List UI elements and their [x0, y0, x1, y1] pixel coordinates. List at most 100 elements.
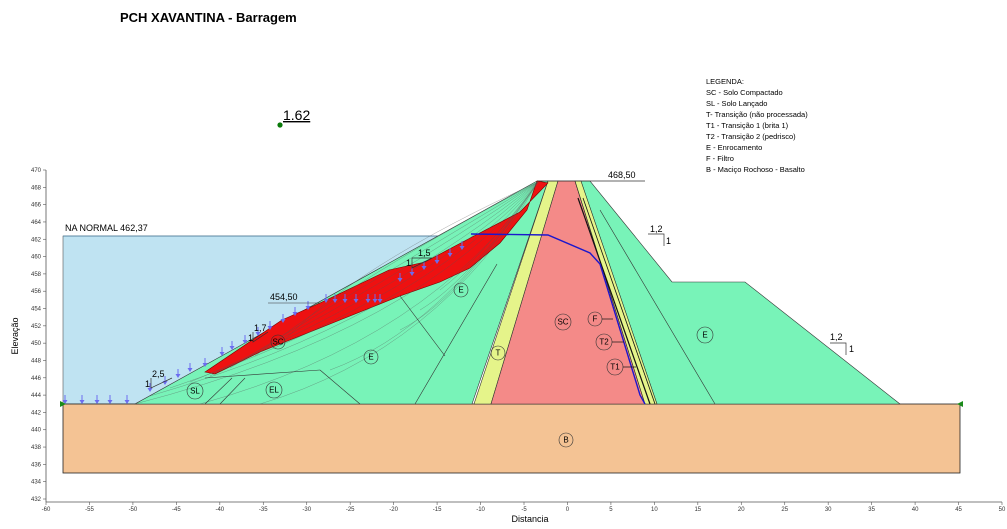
svg-text:E: E [368, 353, 373, 362]
y-tick-label: 456 [31, 289, 42, 295]
x-tick-label: -15 [433, 507, 442, 513]
y-tick-label: 470 [31, 168, 42, 174]
y-tick-label: 462 [31, 237, 42, 243]
zone-marker-e-downstream: E [696, 326, 714, 344]
x-tick-label: 10 [651, 507, 658, 513]
upstream-internal-boundaries [204, 263, 498, 405]
svg-text:SL: SL [190, 387, 200, 396]
slip-circle-center-marker [277, 122, 283, 128]
trial-slip-surfaces [134, 181, 539, 405]
load-arrow [255, 327, 261, 336]
berm-elevation-label: 454,50 [270, 292, 298, 302]
load-arrow [202, 358, 208, 367]
x-tick-label: 25 [781, 507, 788, 513]
phreatic-line [470, 233, 646, 405]
x-tick-label: 20 [738, 507, 745, 513]
zone-marker-sc-upstream: SC [270, 334, 286, 350]
load-arrow [242, 335, 248, 344]
x-tick-label: -45 [172, 507, 181, 513]
load-arrow [229, 341, 235, 350]
load-arrow [292, 307, 298, 316]
slope-label-downstream-upper: 1,2 [650, 224, 663, 234]
x-tick-label: 15 [694, 507, 701, 513]
y-tick-label: 444 [31, 393, 42, 399]
load-arrow [447, 248, 453, 257]
y-tick-label: 468 [31, 185, 42, 191]
slope-unit-label: 1 [849, 344, 854, 354]
y-tick-label: 450 [31, 341, 42, 347]
foundation-basalt [62, 403, 961, 474]
svg-text:EL: EL [269, 386, 279, 395]
x-tick-label: -55 [85, 507, 94, 513]
slope-markers-upstream [150, 257, 433, 389]
zone-pointer-lines [602, 318, 636, 368]
y-tick-label: 432 [31, 497, 42, 503]
x-tick-label: -40 [215, 507, 224, 513]
transition-line [582, 197, 656, 405]
x-tick-label: 40 [912, 507, 919, 513]
zone-marker-b: B [558, 432, 574, 448]
load-arrow [305, 301, 311, 310]
y-tick-label: 452 [31, 324, 42, 330]
svg-text:T1: T1 [610, 363, 620, 372]
x-axis-label: Distancia [511, 514, 548, 524]
legend-item: T- Transição (não processada) [706, 110, 808, 119]
x-axis-ticks: -60 -55 -50 -45 -40 -35 -30 -25 -20 -15 -10 -5 0 5 10 1… [42, 502, 1006, 513]
load-arrow [397, 273, 403, 282]
x-tick-label: 30 [825, 507, 832, 513]
legend-item: B - Maciço Rochoso - Basalto [706, 165, 805, 174]
legend-item: SL - Solo Lançado [706, 99, 767, 108]
y-tick-label: 464 [31, 220, 42, 226]
x-tick-label: 50 [999, 507, 1006, 513]
x-tick-label: -20 [389, 507, 398, 513]
load-arrow [459, 241, 465, 250]
y-axis-label: Elevação [10, 317, 20, 354]
slope-markers-downstream [648, 233, 847, 355]
y-tick-label: 442 [31, 410, 42, 416]
axes: -60 -55 -50 -45 -40 -35 -30 -25 -20 -15 -10 -5 0 5 10 1… [10, 168, 1006, 524]
x-tick-label: -25 [346, 507, 355, 513]
load-arrow [62, 395, 68, 404]
y-tick-label: 466 [31, 203, 42, 209]
boundary-markers [60, 401, 963, 407]
x-tick-label: -35 [259, 507, 268, 513]
load-arrow [219, 347, 225, 356]
x-tick-label: -50 [129, 507, 138, 513]
svg-text:F: F [593, 315, 598, 324]
svg-text:T: T [496, 349, 501, 358]
x-tick-label: -10 [476, 507, 485, 513]
slope-label-2-5: 2,5 [152, 369, 165, 379]
legend-item: E - Enrocamento [706, 143, 762, 152]
y-tick-label: 460 [31, 255, 42, 261]
svg-text:SC: SC [272, 338, 283, 347]
load-arrow [280, 314, 286, 323]
water-level-label: NA NORMAL 462,37 [65, 223, 148, 233]
load-arrow [124, 395, 130, 404]
downstream-zone-boundary [599, 209, 716, 405]
diagram-title: PCH XAVANTINA - Barragem [120, 10, 297, 25]
svg-text:B: B [563, 436, 568, 445]
crest-dimension: 468,50 [537, 170, 645, 182]
zone-marker-sl: SL [186, 382, 204, 400]
slope-unit-label: 1 [406, 258, 411, 268]
critical-slip-mass [204, 180, 549, 375]
y-tick-label: 438 [31, 445, 42, 451]
svg-text:T2: T2 [599, 338, 609, 347]
slope-label-1-5: 1,5 [418, 248, 431, 258]
zone-marker-el: EL [265, 381, 283, 399]
y-axis-ticks: 432 434 436 438 440 442 444 446 448 450 452 454 456 4… [31, 168, 46, 503]
zone-marker-e-upper: E [453, 282, 469, 298]
y-tick-label: 448 [31, 358, 42, 364]
crest-elevation-label: 468,50 [608, 170, 636, 180]
slope-unit-label: 1 [248, 333, 253, 343]
zone-marker-t: T [490, 345, 506, 361]
legend-item: F - Filtro [706, 154, 734, 163]
x-tick-label: 35 [868, 507, 875, 513]
load-arrow [267, 321, 273, 330]
filter-line [577, 197, 651, 405]
y-tick-label: 440 [31, 428, 42, 434]
load-arrow [377, 294, 383, 303]
y-tick-label: 458 [31, 272, 42, 278]
svg-text:SC: SC [557, 318, 568, 327]
